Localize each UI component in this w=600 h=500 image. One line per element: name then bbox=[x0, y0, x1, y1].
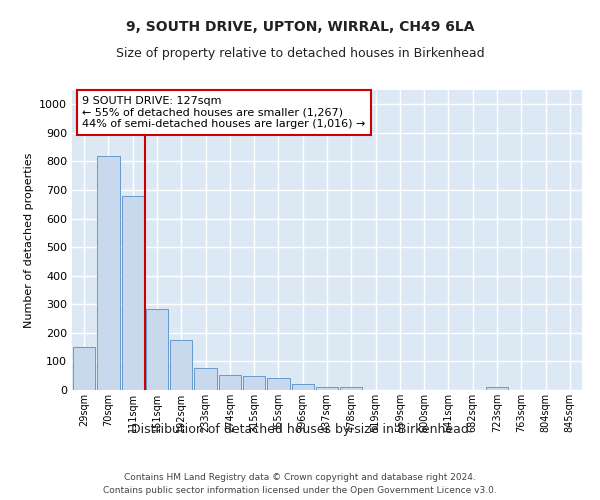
Y-axis label: Number of detached properties: Number of detached properties bbox=[23, 152, 34, 328]
Bar bbox=[243, 376, 265, 390]
Bar bbox=[340, 387, 362, 390]
Bar bbox=[146, 308, 168, 390]
Text: 9, SOUTH DRIVE, UPTON, WIRRAL, CH49 6LA: 9, SOUTH DRIVE, UPTON, WIRRAL, CH49 6LA bbox=[126, 20, 474, 34]
Bar bbox=[316, 387, 338, 390]
Bar bbox=[292, 384, 314, 390]
Bar bbox=[170, 340, 193, 390]
Bar bbox=[267, 378, 290, 390]
Text: Contains HM Land Registry data © Crown copyright and database right 2024.: Contains HM Land Registry data © Crown c… bbox=[124, 472, 476, 482]
Text: Size of property relative to detached houses in Birkenhead: Size of property relative to detached ho… bbox=[116, 48, 484, 60]
Bar bbox=[122, 196, 144, 390]
Text: 9 SOUTH DRIVE: 127sqm
← 55% of detached houses are smaller (1,267)
44% of semi-d: 9 SOUTH DRIVE: 127sqm ← 55% of detached … bbox=[82, 96, 365, 129]
Bar bbox=[486, 386, 508, 390]
Bar bbox=[97, 156, 119, 390]
Bar bbox=[218, 375, 241, 390]
Bar bbox=[73, 347, 95, 390]
Bar bbox=[194, 368, 217, 390]
Text: Contains public sector information licensed under the Open Government Licence v3: Contains public sector information licen… bbox=[103, 486, 497, 495]
Text: Distribution of detached houses by size in Birkenhead: Distribution of detached houses by size … bbox=[131, 422, 469, 436]
